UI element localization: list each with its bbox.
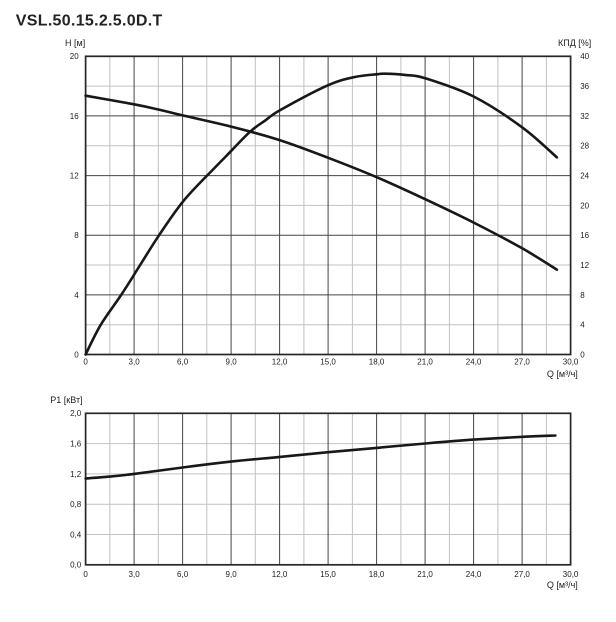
svg-text:КПД [%]: КПД [%] bbox=[558, 38, 591, 48]
svg-text:4: 4 bbox=[74, 291, 79, 300]
svg-text:18,0: 18,0 bbox=[369, 570, 385, 579]
svg-text:Q [м³/ч]: Q [м³/ч] bbox=[547, 580, 578, 590]
svg-text:12,0: 12,0 bbox=[272, 570, 288, 579]
svg-text:27,0: 27,0 bbox=[514, 357, 530, 366]
svg-text:9,0: 9,0 bbox=[226, 570, 238, 579]
svg-text:0: 0 bbox=[83, 357, 88, 366]
svg-text:4: 4 bbox=[580, 321, 585, 330]
svg-text:21,0: 21,0 bbox=[417, 357, 433, 366]
svg-text:6,0: 6,0 bbox=[177, 357, 189, 366]
svg-text:30,0: 30,0 bbox=[563, 357, 579, 366]
svg-text:24: 24 bbox=[580, 172, 589, 181]
svg-text:15,0: 15,0 bbox=[320, 570, 336, 579]
svg-text:1,2: 1,2 bbox=[70, 470, 82, 479]
svg-text:27,0: 27,0 bbox=[514, 570, 530, 579]
svg-text:0: 0 bbox=[74, 350, 79, 359]
svg-text:H [м]: H [м] bbox=[65, 38, 85, 48]
svg-text:8: 8 bbox=[580, 291, 585, 300]
svg-text:3,0: 3,0 bbox=[129, 357, 141, 366]
svg-text:24,0: 24,0 bbox=[466, 357, 482, 366]
svg-text:12,0: 12,0 bbox=[272, 357, 288, 366]
svg-text:P1 [кВт]: P1 [кВт] bbox=[50, 395, 82, 405]
svg-text:1,6: 1,6 bbox=[70, 440, 82, 449]
svg-text:2,0: 2,0 bbox=[70, 409, 82, 418]
svg-text:36: 36 bbox=[580, 82, 589, 91]
svg-text:Q [м³/ч]: Q [м³/ч] bbox=[547, 369, 578, 379]
svg-text:8: 8 bbox=[74, 231, 79, 240]
svg-text:20: 20 bbox=[70, 52, 79, 61]
svg-text:28: 28 bbox=[580, 142, 589, 151]
svg-text:15,0: 15,0 bbox=[320, 357, 336, 366]
svg-text:12: 12 bbox=[70, 172, 79, 181]
svg-text:0: 0 bbox=[580, 350, 585, 359]
svg-text:0,0: 0,0 bbox=[70, 561, 82, 570]
svg-text:30,0: 30,0 bbox=[563, 570, 579, 579]
svg-text:24,0: 24,0 bbox=[466, 570, 482, 579]
svg-text:9,0: 9,0 bbox=[226, 357, 238, 366]
svg-text:40: 40 bbox=[580, 52, 589, 61]
svg-text:16: 16 bbox=[580, 231, 589, 240]
svg-text:3,0: 3,0 bbox=[129, 570, 141, 579]
svg-text:32: 32 bbox=[580, 112, 589, 121]
svg-text:21,0: 21,0 bbox=[417, 570, 433, 579]
svg-text:0,8: 0,8 bbox=[70, 500, 82, 509]
svg-text:0,4: 0,4 bbox=[70, 530, 82, 539]
svg-text:0: 0 bbox=[83, 570, 88, 579]
svg-text:18,0: 18,0 bbox=[369, 357, 385, 366]
svg-text:6,0: 6,0 bbox=[177, 570, 189, 579]
svg-text:16: 16 bbox=[70, 112, 79, 121]
svg-text:12: 12 bbox=[580, 261, 589, 270]
svg-text:VSL.50.15.2.5.0D.T: VSL.50.15.2.5.0D.T bbox=[16, 13, 163, 30]
svg-text:20: 20 bbox=[580, 201, 589, 210]
